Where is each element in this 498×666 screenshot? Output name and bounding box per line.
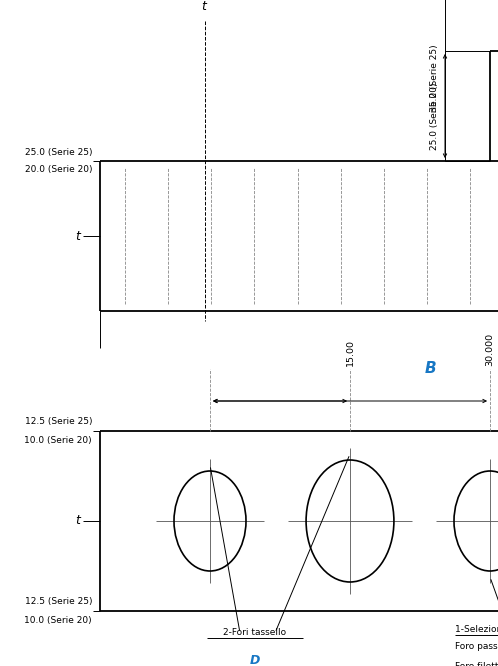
Text: 10.0 (Serie 20): 10.0 (Serie 20) xyxy=(24,616,92,625)
Text: 1-Selezione foro (A): 1-Selezione foro (A) xyxy=(455,625,498,634)
Text: $\mathit{t}$: $\mathit{t}$ xyxy=(75,230,82,242)
Text: 25.0 (Serie 20): 25.0 (Serie 20) xyxy=(430,82,439,150)
Text: 30.000: 30.000 xyxy=(486,333,495,366)
Text: 12.5 (Serie 25): 12.5 (Serie 25) xyxy=(24,417,92,426)
Text: $\mathit{t}$: $\mathit{t}$ xyxy=(75,515,82,527)
Text: Foro passante: Foro passante xyxy=(455,642,498,651)
Text: Foro filettato: Foro filettato xyxy=(455,662,498,666)
Text: 15.00: 15.00 xyxy=(346,339,355,366)
Text: 20.0 (Serie 20): 20.0 (Serie 20) xyxy=(24,165,92,174)
Text: 12.5 (Serie 25): 12.5 (Serie 25) xyxy=(24,597,92,606)
Text: B: B xyxy=(424,361,436,376)
Text: 2-Fori tassello: 2-Fori tassello xyxy=(224,628,286,637)
Text: $\mathit{t}$: $\mathit{t}$ xyxy=(201,0,209,13)
Text: 25.0 (Serie 25): 25.0 (Serie 25) xyxy=(24,148,92,157)
Text: 10.0 (Serie 20): 10.0 (Serie 20) xyxy=(24,436,92,445)
Text: D: D xyxy=(250,654,260,666)
Text: 35.0 (Serie 25): 35.0 (Serie 25) xyxy=(430,44,439,112)
